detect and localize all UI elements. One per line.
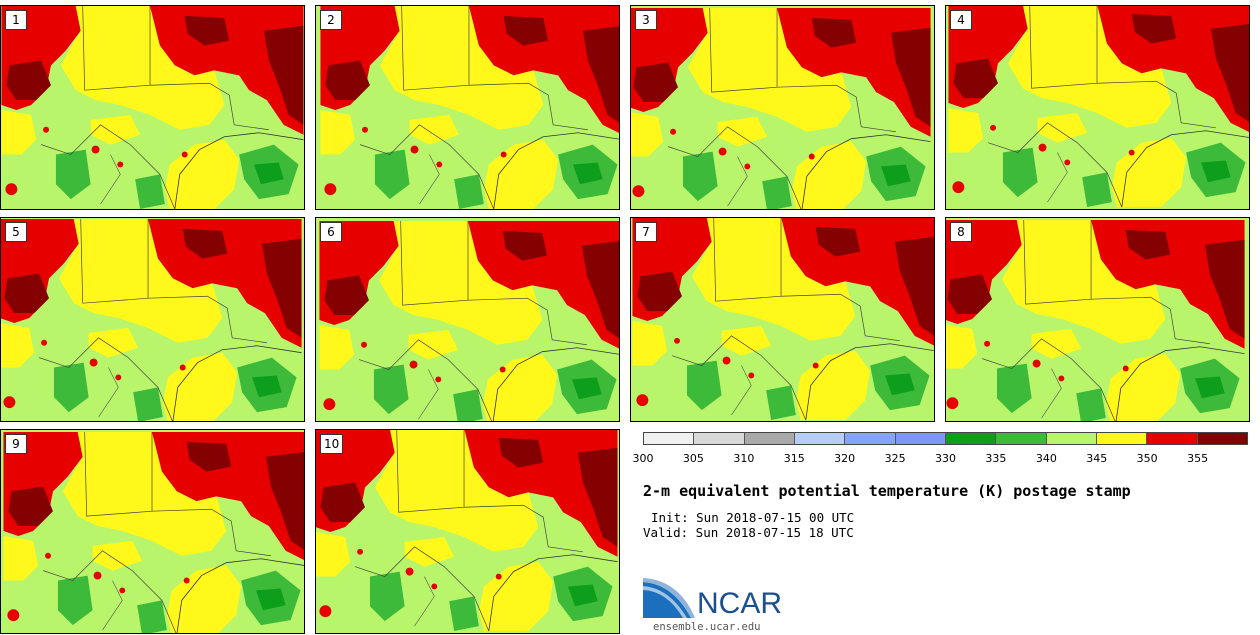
temperature-map	[1, 218, 302, 421]
member-number: 10	[320, 434, 344, 454]
colorbar-swatch	[945, 433, 997, 444]
colorbar-tick-label: 310	[733, 452, 755, 465]
temperature-map	[3, 431, 304, 633]
stamp-member-2: 2	[315, 5, 620, 210]
valid-time: Valid: Sun 2018-07-15 18 UTC	[643, 525, 854, 540]
member-number: 9	[5, 434, 27, 454]
colorbar-tick-label: 305	[682, 452, 704, 465]
colorbar-tick-label: 335	[985, 452, 1007, 465]
colorbar-tick-label: 315	[783, 452, 805, 465]
colorbar-swatch	[1096, 433, 1148, 444]
member-number: 4	[950, 10, 972, 30]
colorbar-swatch	[744, 433, 795, 444]
stamp-member-3: 3	[630, 5, 935, 210]
stamp-member-8: 8	[945, 217, 1250, 422]
stamp-member-4: 4	[945, 5, 1250, 210]
temperature-map	[316, 430, 618, 632]
colorbar-swatch	[996, 433, 1047, 444]
stamp-member-9: 9	[0, 429, 305, 634]
colorbar-swatch	[845, 433, 896, 444]
temperature-map	[631, 7, 931, 209]
stamp-member-7: 7	[630, 217, 935, 422]
colorbar-tick-label: 300	[632, 452, 654, 465]
temperature-map	[948, 6, 1249, 208]
colorbar-swatch	[794, 433, 846, 444]
member-number: 8	[950, 222, 972, 242]
ncar-logo-icon	[643, 578, 695, 618]
colorbar-ticks: 300 305 310 315 320 325 330 335 340 345 350 355	[633, 452, 1248, 466]
colorbar-tick-label: 320	[834, 452, 856, 465]
stamp-member-6: 6	[315, 217, 620, 422]
member-number: 6	[320, 222, 342, 242]
member-number: 3	[635, 10, 657, 30]
member-number: 7	[635, 222, 657, 242]
temperature-map	[319, 220, 619, 421]
colorbar-tick-label: 345	[1086, 452, 1108, 465]
temperature-map	[320, 6, 619, 209]
colorbar-swatch	[1046, 433, 1097, 444]
member-number: 5	[5, 222, 27, 242]
member-number: 2	[320, 10, 342, 30]
logo-url: ensemble.ucar.edu	[653, 621, 761, 633]
stamp-member-10: 10	[315, 429, 620, 634]
colorbar-swatch	[694, 433, 745, 444]
colorbar	[643, 432, 1248, 445]
init-time: Init: Sun 2018-07-15 00 UTC	[651, 510, 855, 525]
colorbar-tick-label: 330	[935, 452, 956, 465]
stamp-member-5: 5	[0, 217, 305, 422]
colorbar-swatch	[895, 433, 946, 444]
colorbar-swatch	[644, 433, 695, 444]
colorbar-tick-label: 340	[1035, 452, 1057, 465]
temperature-map	[632, 218, 934, 421]
plot-title: 2-m equivalent potential temperature (K)…	[643, 482, 1131, 500]
member-number: 1	[5, 10, 27, 30]
temperature-map	[946, 219, 1245, 421]
logo-text: NCAR	[697, 587, 783, 620]
colorbar-swatch	[1197, 433, 1247, 444]
temperature-map	[1, 6, 304, 209]
colorbar-tick-label: 350	[1136, 452, 1158, 465]
colorbar-tick-label: 325	[884, 452, 906, 465]
stamp-member-1: 1	[0, 5, 305, 210]
colorbar-tick-label: 355	[1187, 452, 1209, 465]
colorbar-swatch	[1147, 433, 1198, 444]
